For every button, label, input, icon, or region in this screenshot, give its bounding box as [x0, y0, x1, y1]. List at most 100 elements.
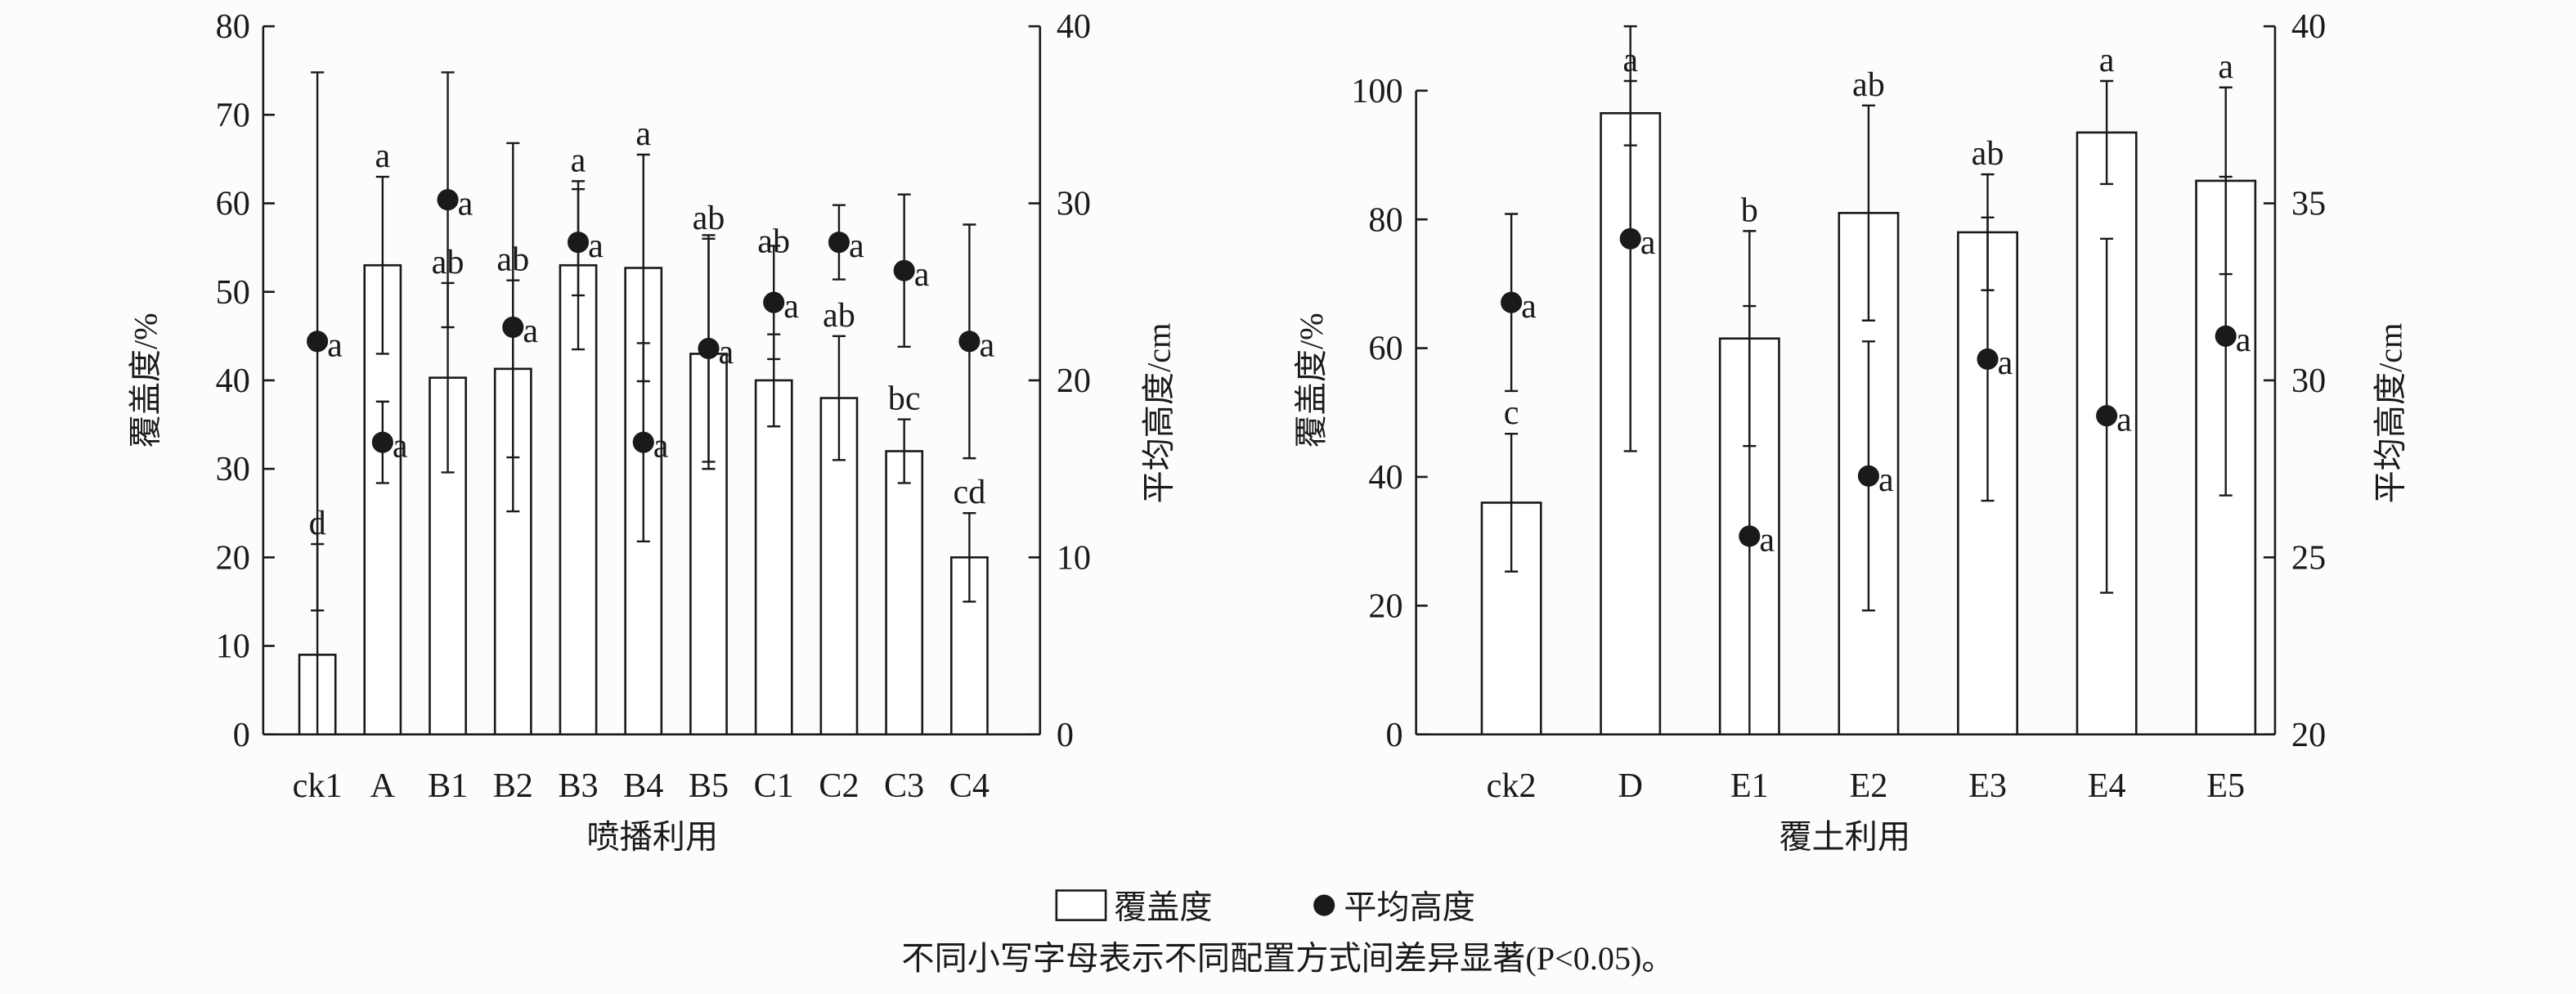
significance-letter-coverage: b [1741, 191, 1758, 229]
significance-letter-height: a [719, 333, 734, 371]
y2-axis-title: 平均高度/cm [2372, 323, 2409, 504]
y-tick-label: 80 [1368, 200, 1402, 239]
y-tick-label: 0 [1386, 716, 1403, 754]
legend-point-label: 平均高度 [1344, 889, 1475, 926]
y-tick-label: 0 [233, 716, 250, 754]
point-height [763, 291, 785, 313]
legend: 覆盖度 平均高度 [1055, 889, 1475, 926]
x-tick-label: E1 [1730, 767, 1769, 805]
point-height [1977, 348, 1999, 371]
significance-letter-height: a [1878, 461, 1894, 499]
significance-letter-coverage: c [1504, 394, 1519, 432]
significance-letter-coverage: ab [432, 243, 464, 281]
significance-letter-height: a [653, 427, 669, 466]
point-height [502, 316, 524, 339]
significance-letter-height: a [849, 227, 864, 265]
point-height [1739, 525, 1761, 547]
y-tick-label: 60 [216, 185, 250, 223]
y-tick-label: 50 [216, 273, 250, 312]
point-height [2096, 405, 2118, 427]
x-tick-label: A [370, 767, 396, 805]
y-tick-label: 30 [216, 450, 250, 488]
point-height [1857, 465, 1879, 487]
point-height [1619, 227, 1641, 250]
y-tick-label: 20 [216, 538, 250, 577]
point-height [828, 232, 850, 254]
significance-letter-coverage: cd [953, 473, 985, 511]
x-tick-label: B5 [689, 767, 729, 805]
significance-letter-coverage: a [571, 141, 586, 179]
x-tick-label: E4 [2088, 767, 2126, 805]
significance-letter-height: a [523, 312, 538, 350]
y2-axis-title: 平均高度/cm [1140, 323, 1177, 504]
point-height [893, 259, 915, 281]
bar-coverage [754, 379, 793, 735]
significance-letter-coverage: ab [693, 199, 725, 237]
point-height [698, 337, 720, 360]
y-tick-label: 40 [1368, 458, 1402, 497]
x-tick-label: ck1 [293, 767, 343, 805]
y-tick-label: 20 [1368, 587, 1402, 625]
y2-tick-label: 0 [1057, 716, 1074, 754]
point-height [567, 232, 590, 254]
significance-letter-coverage: a [2099, 41, 2115, 79]
significance-letter-height: a [458, 184, 473, 223]
y2-tick-label: 10 [1057, 538, 1091, 577]
y2-tick-label: 25 [2291, 538, 2326, 577]
x-tick-label: B3 [558, 767, 598, 805]
significance-letter-height: a [393, 427, 408, 466]
y-axis-title: 覆盖度/% [1293, 313, 1330, 448]
point-height [371, 431, 393, 453]
significance-letter-coverage: a [375, 137, 390, 175]
y-tick-label: 70 [216, 96, 250, 134]
x-tick-label: E5 [2206, 767, 2245, 805]
y2-tick-label: 30 [1057, 185, 1091, 223]
significance-letter-height: a [783, 287, 799, 326]
y-tick-label: 100 [1351, 72, 1402, 110]
significance-letter-height: a [1640, 223, 1656, 262]
y-tick-label: 40 [216, 362, 250, 400]
y2-tick-label: 40 [1057, 7, 1091, 46]
bar-coverage [2076, 131, 2138, 735]
significance-letter-height: a [2236, 321, 2251, 359]
significance-letter-height: a [588, 227, 604, 265]
x-tick-label: E3 [1968, 767, 2007, 805]
legend-point-marker [1313, 894, 1335, 916]
significance-letter-height: a [1521, 287, 1537, 326]
significance-letter-coverage: a [2218, 47, 2233, 86]
point-height [437, 189, 459, 211]
x-tick-label: D [1618, 767, 1642, 805]
x-tick-label: B4 [623, 767, 663, 805]
significance-letter-height: a [1759, 520, 1775, 559]
x-tick-label: C1 [754, 767, 794, 805]
x-tick-label: ck2 [1487, 767, 1537, 805]
chart-spray: 0 10 20 30 40 50 60 70 80 0 10 20 30 40 覆盖度/% 平均高度/cm 喷播… [127, 7, 1177, 855]
significance-letter-height: a [914, 255, 930, 294]
significance-letter-coverage: ab [823, 296, 855, 335]
x-tick-label: C3 [884, 767, 924, 805]
significance-letter-coverage: ab [496, 241, 529, 279]
point-height [2215, 325, 2237, 347]
significance-letter-coverage: a [1622, 41, 1638, 79]
legend-bar-label: 覆盖度 [1114, 889, 1212, 926]
significance-letter-height: a [2116, 400, 2132, 439]
legend-bar-swatch [1055, 889, 1107, 921]
x-axis-title: 喷播利用 [586, 818, 718, 855]
x-axis-title: 覆土利用 [1779, 818, 1910, 855]
significance-letter-coverage: ab [1852, 65, 1885, 104]
point-height [307, 331, 329, 353]
point-height [1501, 291, 1523, 313]
y-tick-label: 80 [216, 7, 250, 46]
footnote: 不同小写字母表示不同配置方式间差异显著(P<0.05)。 [901, 940, 1674, 977]
x-tick-label: E2 [1849, 767, 1887, 805]
y2-tick-label: 40 [2291, 7, 2326, 46]
point-height [632, 431, 654, 453]
significance-letter-height: a [1998, 344, 2013, 382]
y-axis-title: 覆盖度/% [127, 313, 164, 448]
y2-tick-label: 30 [2291, 362, 2326, 400]
point-height [958, 331, 981, 353]
significance-letter-coverage: ab [1972, 134, 2004, 173]
significance-letter-height: a [979, 326, 994, 364]
x-tick-label: C2 [819, 767, 859, 805]
